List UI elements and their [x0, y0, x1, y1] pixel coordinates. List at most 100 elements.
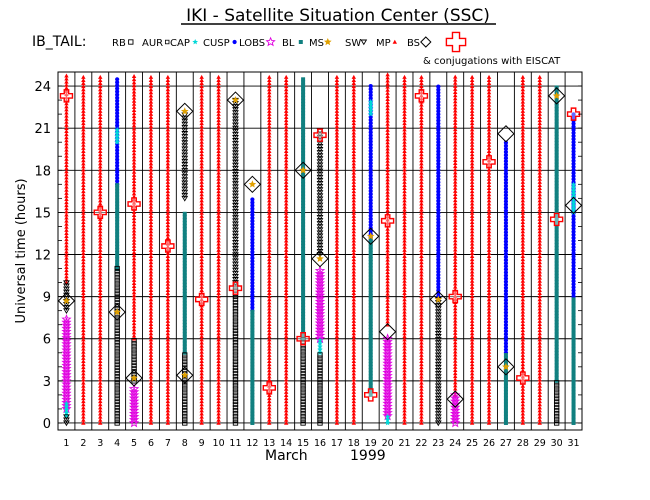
point-mp — [267, 253, 272, 258]
point-mp — [267, 210, 272, 215]
point-mp — [351, 266, 357, 271]
point-mp — [385, 189, 390, 194]
point-bl — [182, 279, 187, 284]
point-mp — [419, 232, 424, 237]
point-mp — [385, 316, 390, 321]
point-bl — [571, 319, 576, 324]
point-mp — [469, 362, 475, 367]
point-lobs — [449, 414, 461, 425]
point-cusp — [503, 310, 509, 315]
point-bl — [301, 210, 306, 215]
point-bl — [250, 315, 255, 320]
segment-lobs-day-5 — [128, 383, 140, 428]
point-mp — [98, 161, 103, 166]
point-sw — [434, 334, 442, 340]
point-mp — [453, 108, 458, 113]
point-mp — [216, 108, 221, 113]
point-mp — [165, 275, 171, 280]
point-mp — [148, 232, 154, 237]
point-mp — [520, 275, 526, 280]
point-bl — [503, 396, 508, 401]
ms-point-day-19 — [366, 232, 375, 240]
point-bl — [368, 328, 373, 333]
point-mp — [283, 383, 289, 388]
point-mp — [385, 266, 390, 271]
point-mp — [453, 201, 458, 206]
point-mp — [351, 74, 357, 79]
point-mp — [419, 337, 424, 342]
point-cusp — [503, 202, 509, 207]
point-bl — [301, 293, 306, 298]
point-mp — [419, 374, 424, 379]
point-rb — [300, 386, 306, 392]
point-mp — [419, 158, 424, 163]
point-mp — [131, 74, 137, 79]
point-mp — [283, 334, 289, 339]
segment-bl-day-15 — [301, 77, 306, 341]
point-sw — [181, 137, 189, 143]
point-bl — [301, 219, 306, 224]
point-mp — [520, 118, 526, 123]
point-rb — [114, 296, 120, 303]
point-mp — [334, 142, 340, 147]
point-mp — [486, 257, 492, 262]
point-cap — [114, 126, 120, 133]
point-mp — [216, 321, 221, 326]
point-bl — [182, 335, 187, 340]
point-mp — [469, 349, 475, 354]
point-mp — [148, 148, 154, 153]
point-sw — [434, 408, 442, 414]
point-mp — [351, 195, 357, 200]
point-mp — [148, 260, 154, 265]
point-mp — [385, 149, 390, 154]
point-mp — [81, 359, 86, 364]
point-mp — [520, 359, 526, 364]
point-mp — [131, 293, 137, 298]
point-mp — [520, 102, 526, 107]
point-lobs — [61, 378, 72, 389]
point-cusp — [115, 89, 120, 94]
point-mp — [402, 380, 407, 385]
point-mp — [199, 232, 204, 237]
point-cusp — [503, 143, 509, 148]
point-bl — [554, 113, 559, 118]
point-mp — [419, 383, 424, 388]
point-bl — [301, 108, 306, 113]
point-mp — [283, 291, 289, 296]
point-bl — [571, 322, 576, 327]
point-cusp — [250, 225, 255, 230]
point-mp — [486, 139, 492, 144]
point-mp — [148, 287, 154, 292]
point-mp — [520, 309, 526, 314]
point-sw — [434, 371, 442, 377]
point-mp — [98, 399, 103, 404]
point-mp — [199, 179, 204, 184]
point-mp — [486, 182, 492, 187]
point-bl — [115, 183, 120, 188]
point-mp — [351, 383, 357, 388]
point-mp — [64, 110, 69, 115]
point-sw — [181, 171, 189, 177]
point-mp — [98, 275, 103, 280]
point-rb — [317, 404, 323, 411]
point-cusp — [571, 140, 576, 145]
point-mp — [283, 266, 289, 271]
point-mp — [148, 383, 154, 388]
point-sw — [434, 411, 442, 417]
point-cusp — [571, 251, 576, 256]
point-rb — [232, 414, 239, 420]
point-bl — [301, 200, 306, 205]
point-bl — [250, 411, 255, 416]
point-mp — [402, 287, 407, 292]
point-mp — [334, 90, 340, 95]
point-lobs — [449, 405, 461, 416]
point-mp — [199, 195, 204, 200]
point-mp — [486, 371, 492, 376]
point-mp — [334, 167, 340, 172]
point-mp — [351, 235, 357, 240]
point-rb — [114, 281, 120, 287]
point-mp — [351, 287, 357, 292]
point-mp — [537, 241, 542, 246]
point-mp — [419, 250, 424, 255]
point-mp — [402, 318, 407, 323]
